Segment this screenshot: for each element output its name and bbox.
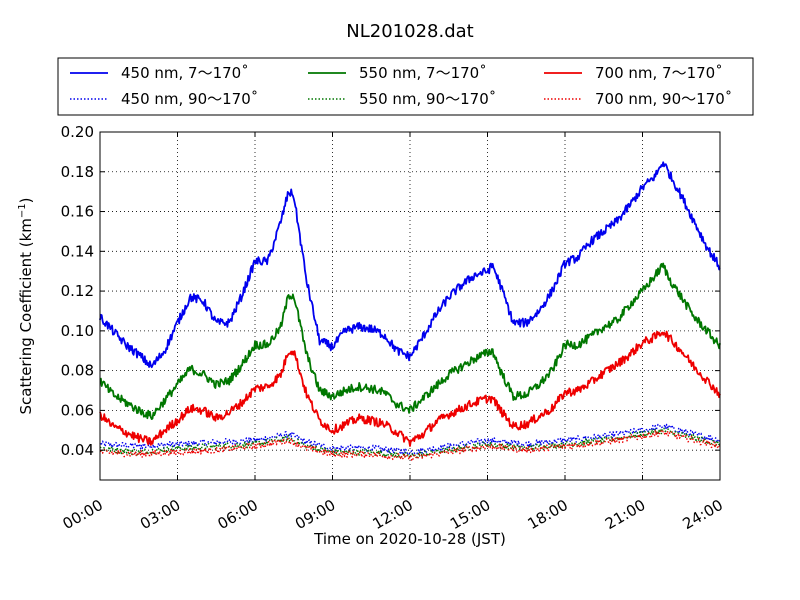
x-tick-label: 00:00 [60,496,106,533]
y-axis-label: Scattering Coefficient (km−1) [17,197,35,414]
y-tick-label: 0.18 [61,163,94,181]
y-tick-label: 0.20 [61,123,94,141]
x-tick-label: 21:00 [602,496,648,533]
grid [100,132,720,480]
series-line [99,262,721,420]
legend-frame [57,57,754,116]
x-tick-label: 15:00 [447,496,493,533]
y-tick-label: 0.06 [61,401,94,419]
x-tick-label: 24:00 [680,496,726,533]
chart-title: NL201028.dat [346,21,473,42]
x-tick-label: 18:00 [525,496,571,533]
y-axis-label-unit: −1 [17,203,28,218]
y-tick-label: 0.10 [61,322,94,340]
x-tick-label: 12:00 [370,496,416,533]
y-tick-label: 0.14 [61,242,94,260]
series-line [99,330,721,447]
series-line [99,161,721,369]
legend: 450 nm, 7～170˚ 550 nm, 7～170˚ 700 nm, 7～17… [57,57,754,116]
series-layer [99,161,721,462]
x-tick-label: 09:00 [292,496,338,533]
series-line [99,429,721,462]
legend-label: 550 nm, 7～170˚ [359,64,487,82]
y-tick-label: 0.08 [61,362,94,380]
y-axis-label-text: Scattering Coefficient (km [17,218,35,414]
y-axis: 0.04 0.06 0.08 0.10 0.12 0.14 0.16 0.18 0.20 [61,123,720,459]
series-line [99,423,721,456]
legend-label: 450 nm, 7～170˚ [121,64,249,82]
y-tick-label: 0.04 [61,441,94,459]
legend-label: 550 nm, 90～170˚ [359,90,496,108]
x-tick-label: 06:00 [215,496,261,533]
x-axis-label: Time on 2020-10-28 (JST) [313,530,506,548]
y-axis-label-close: ) [17,197,35,203]
x-axis: 00:00 03:00 06:00 09:00 12:00 15:00 18:00 21:00… [60,132,726,533]
y-tick-label: 0.12 [61,282,94,300]
legend-label: 700 nm, 7～170˚ [595,64,723,82]
x-tick-label: 03:00 [137,496,183,533]
legend-label: 450 nm, 90～170˚ [121,90,258,108]
legend-label: 700 nm, 90～170˚ [595,90,732,108]
y-tick-label: 0.16 [61,203,94,221]
